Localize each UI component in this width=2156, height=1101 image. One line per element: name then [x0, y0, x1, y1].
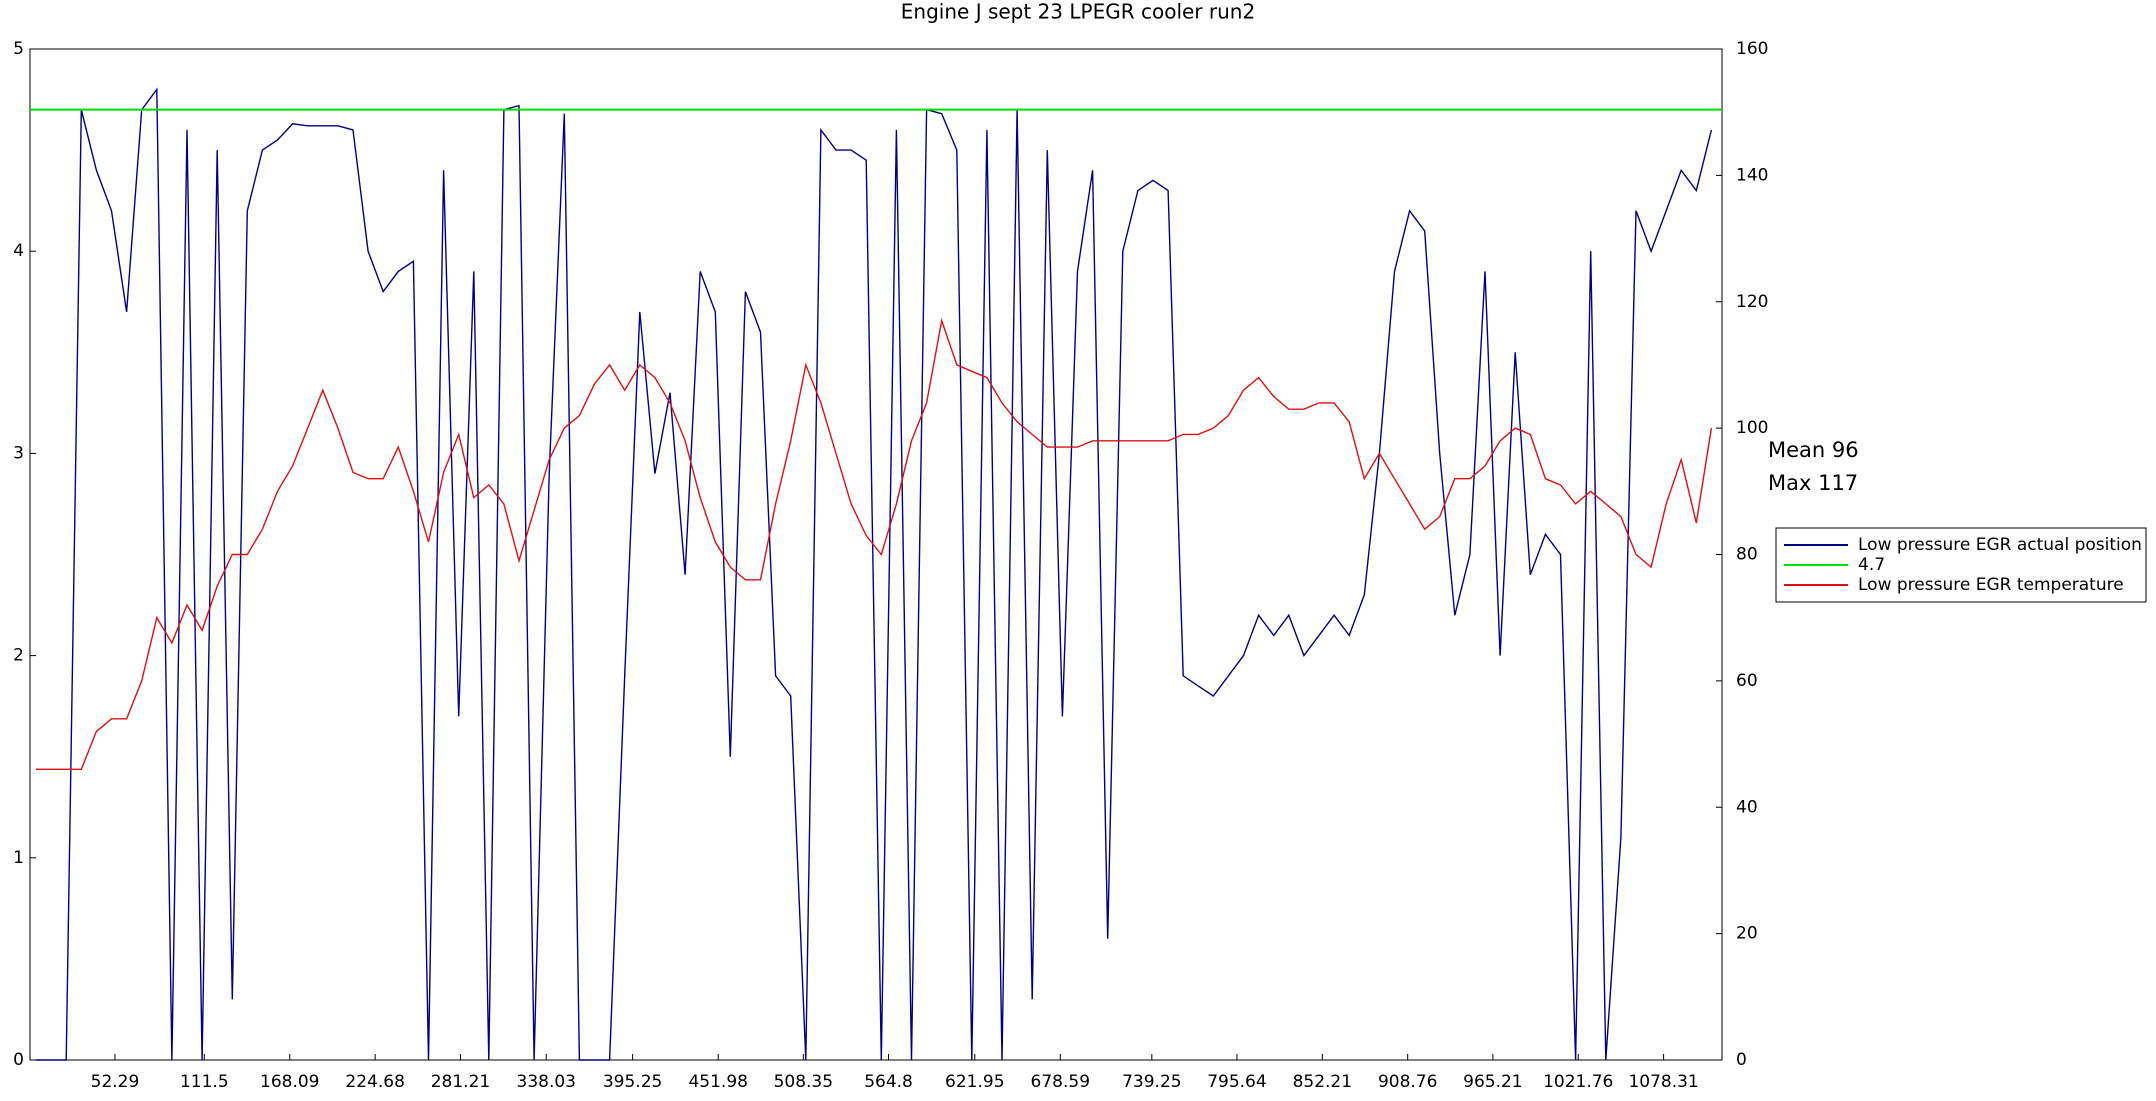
y2-tick-label: 0: [1736, 1050, 1747, 1070]
x-tick-label: 281.21: [431, 1072, 490, 1092]
chart-title: Engine J sept 23 LPEGR cooler run2: [901, 0, 1255, 24]
x-tick-label: 168.09: [260, 1072, 319, 1092]
y2-tick-label: 120: [1736, 292, 1768, 312]
y2-tick-label: 80: [1736, 545, 1758, 565]
x-tick-label: 739.25: [1122, 1072, 1181, 1092]
x-tick-label: 678.59: [1031, 1072, 1090, 1092]
x-tick-label: 908.76: [1378, 1072, 1437, 1092]
x-tick-label: 1078.31: [1628, 1072, 1698, 1092]
y2-tick-label: 40: [1736, 797, 1758, 817]
x-tick-label: 795.64: [1207, 1072, 1266, 1092]
x-tick-label: 1021.76: [1543, 1072, 1613, 1092]
x-tick-label: 338.03: [517, 1072, 576, 1092]
x-tick-label: 52.29: [91, 1072, 140, 1092]
x-tick-label: 965.21: [1463, 1072, 1522, 1092]
y2-tick-label: 140: [1736, 165, 1768, 185]
x-tick-label: 564.8: [864, 1072, 913, 1092]
series-line: [36, 317, 1713, 770]
x-tick-label: 395.25: [603, 1072, 662, 1092]
legend-label: Low pressure EGR temperature: [1858, 575, 2124, 595]
plot-frame: [29, 48, 1723, 1061]
series-line: [36, 87, 1713, 1061]
y-tick-label: 5: [13, 39, 24, 59]
x-tick-label: 621.95: [945, 1072, 1004, 1092]
y2-tick-label: 100: [1736, 418, 1768, 438]
x-tick-label: 224.68: [345, 1072, 404, 1092]
x-tick-label: 451.98: [688, 1072, 747, 1092]
y-tick-label: 3: [13, 443, 24, 463]
y-tick-label: 1: [13, 848, 24, 868]
y-tick-label: 2: [13, 646, 24, 666]
y2-tick-label: 60: [1736, 671, 1758, 691]
y-tick-label: 0: [13, 1050, 24, 1070]
y2-tick-label: 160: [1736, 39, 1768, 59]
legend-label: Low pressure EGR actual position: [1858, 535, 2142, 555]
x-tick-label: 508.35: [774, 1072, 833, 1092]
x-tick-label: 111.5: [180, 1072, 229, 1092]
annotation: Max 117: [1768, 471, 1858, 495]
y-tick-label: 4: [13, 241, 24, 261]
annotation: Mean 96: [1768, 438, 1859, 462]
y2-tick-label: 20: [1736, 924, 1758, 944]
legend-label: 4.7: [1858, 555, 1885, 575]
x-tick-label: 852.21: [1293, 1072, 1352, 1092]
